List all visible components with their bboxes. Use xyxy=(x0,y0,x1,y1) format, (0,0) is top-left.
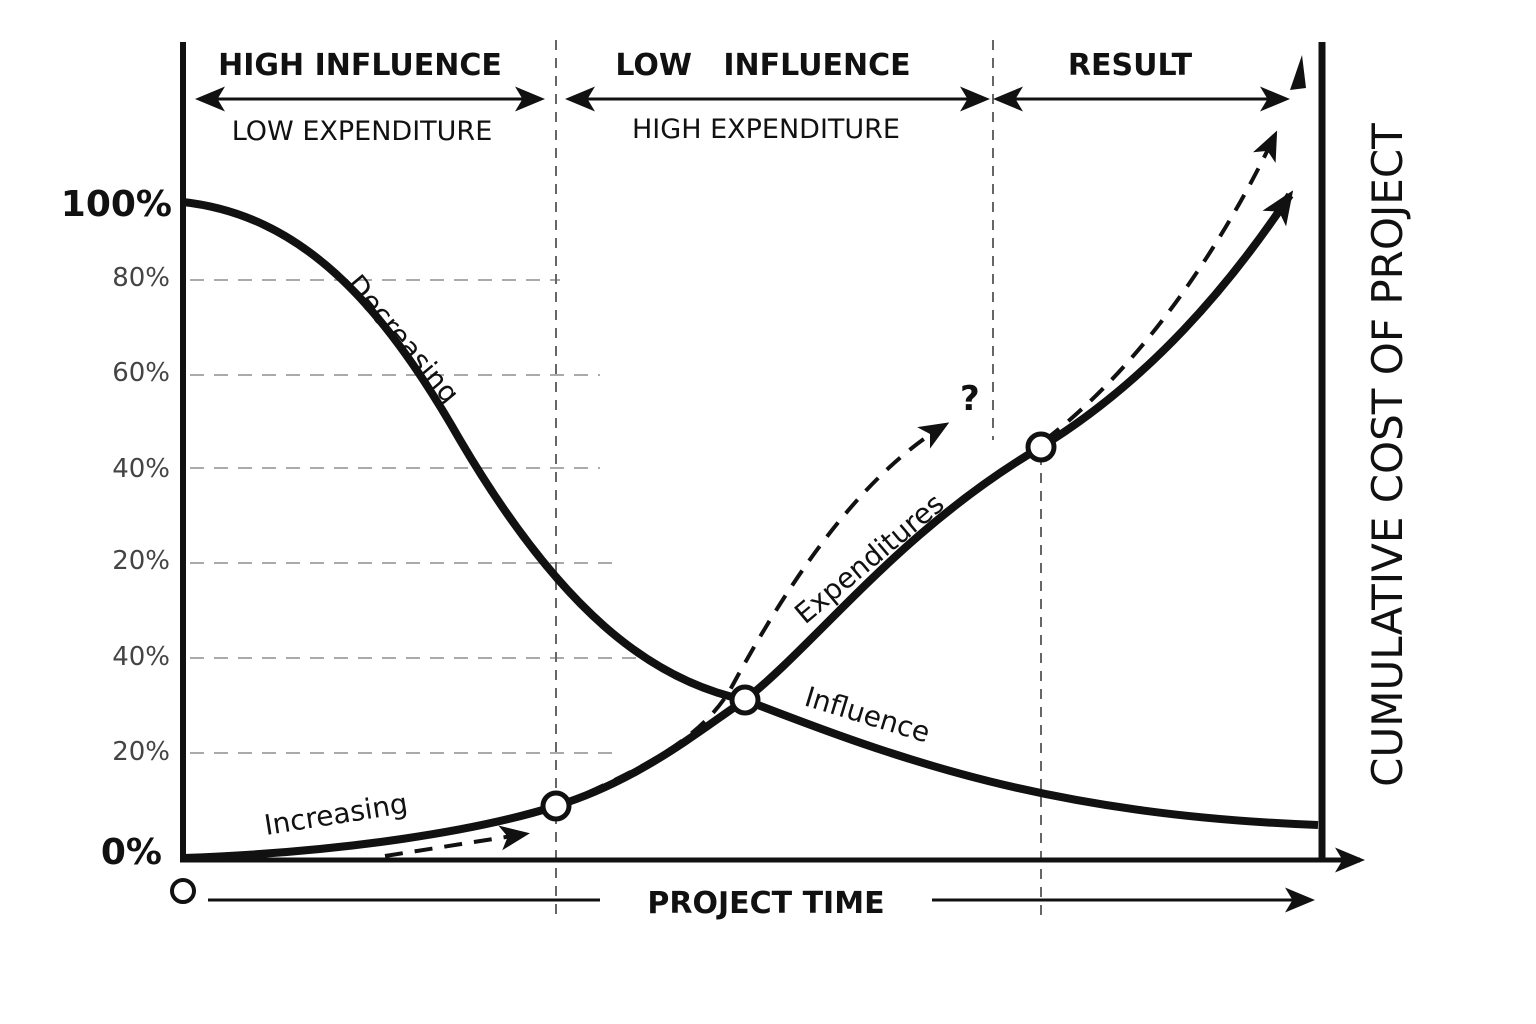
y-tick: 40% xyxy=(112,642,170,672)
question-mark: ? xyxy=(960,379,980,419)
y-tick: 80% xyxy=(112,263,170,293)
crossover-marker xyxy=(729,684,761,716)
phase2-subtitle: HIGH EXPENDITURE xyxy=(632,114,900,145)
milestone-marker xyxy=(540,790,572,822)
phase-dividers xyxy=(555,40,1042,920)
increasing-label: Increasing xyxy=(262,787,410,842)
projection-dashes xyxy=(384,130,1278,858)
y-tick: 0% xyxy=(101,832,162,873)
influence-label: Influence xyxy=(801,680,934,749)
influence-curve xyxy=(182,198,1319,829)
phase2-title: LOW INFLUENCE xyxy=(615,48,910,83)
y-tick: 20% xyxy=(112,546,170,576)
decreasing-label: Decreasing xyxy=(340,268,466,410)
x-axis-label: PROJECT TIME xyxy=(647,886,884,921)
y-tick: 100% xyxy=(61,184,172,225)
phase3-title: RESULT xyxy=(1068,48,1193,83)
result-arrow-tip-icon xyxy=(1290,55,1306,90)
gridlines xyxy=(190,279,640,754)
origin-marker xyxy=(170,878,196,904)
phase1-title: HIGH INFLUENCE xyxy=(218,48,502,83)
y-tick: 60% xyxy=(112,358,170,388)
phase1-subtitle: LOW EXPENDITURE xyxy=(232,116,493,147)
y-tick: 20% xyxy=(112,737,170,767)
milestone-marker xyxy=(1025,431,1057,463)
y-tick: 40% xyxy=(112,454,170,484)
right-axis-label: CUMULATIVE COST OF PROJECT xyxy=(1363,123,1412,787)
